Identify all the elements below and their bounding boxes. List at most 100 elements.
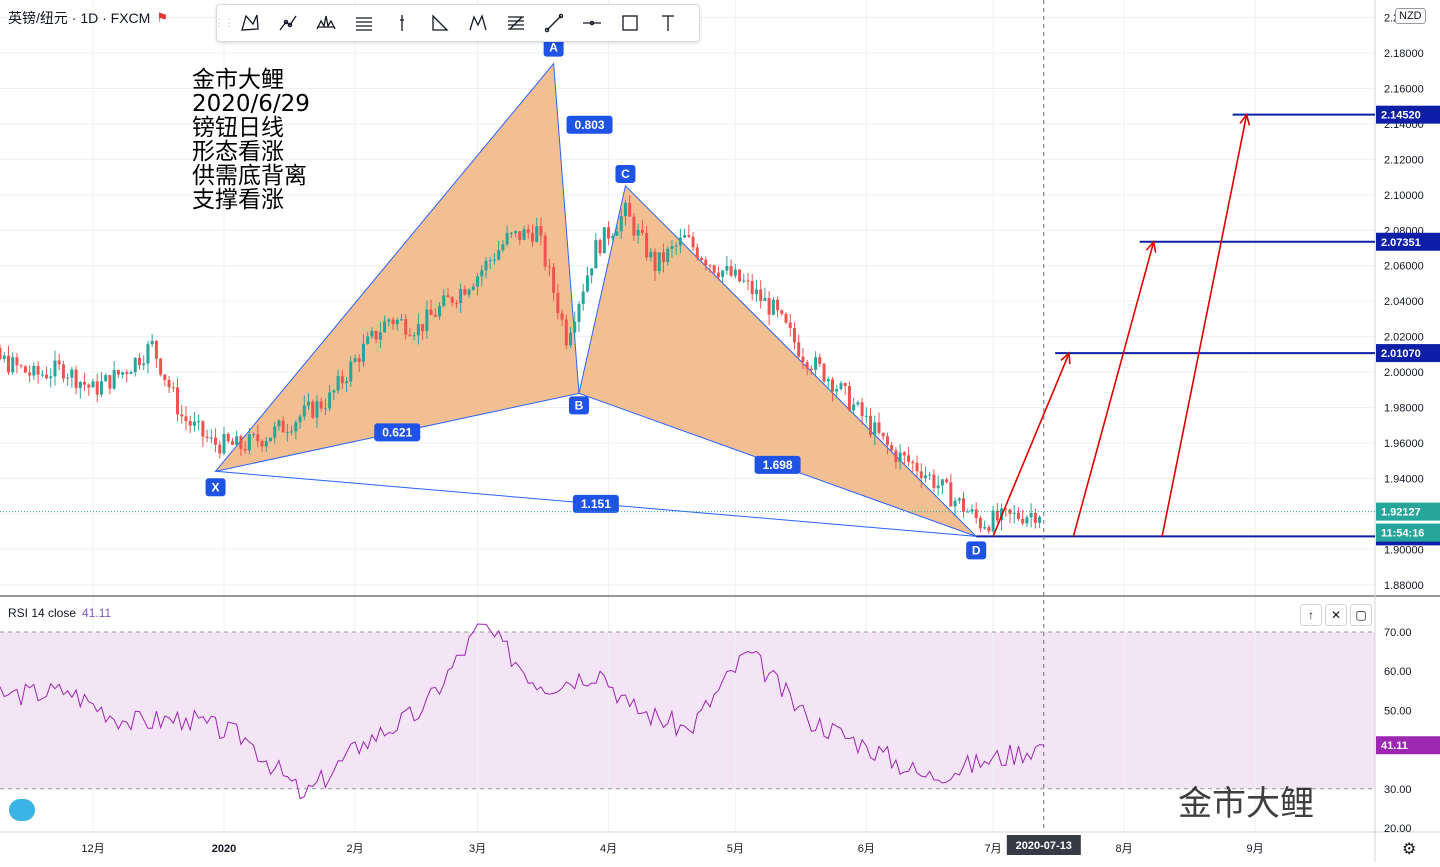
- rectangle-icon[interactable]: [611, 5, 649, 41]
- rsi-tick-label: 20.00: [1384, 823, 1412, 835]
- close-icon[interactable]: ✕: [1325, 604, 1347, 626]
- candle-body: [809, 368, 813, 371]
- move-up-icon[interactable]: ↑: [1300, 604, 1322, 626]
- symbol-title[interactable]: 英镑/纽元 · 1D · FXCM ⚑: [8, 8, 168, 28]
- candle-body: [547, 266, 551, 268]
- candle-body: [607, 227, 611, 239]
- target-arrow: [992, 352, 1070, 537]
- drag-handle-icon[interactable]: ⋮⋮: [214, 17, 234, 29]
- candle-body: [691, 236, 695, 248]
- candle-body: [645, 232, 649, 258]
- note-line: 镑钮日线: [192, 115, 284, 141]
- candle-body: [264, 441, 268, 447]
- pattern-point-label: X: [212, 480, 220, 494]
- elliott-wave-icon[interactable]: [459, 5, 497, 41]
- gear-icon[interactable]: ⚙: [1402, 841, 1417, 858]
- candle-body: [801, 356, 805, 363]
- x-tick-label: 8月: [1116, 843, 1133, 855]
- flag-icon[interactable]: ⚑: [156, 10, 168, 25]
- arrow-head: [1145, 239, 1157, 253]
- candle-body: [399, 319, 403, 321]
- candle-body: [818, 357, 822, 364]
- trend-line-icon[interactable]: [535, 5, 573, 41]
- rsi-title: RSI 14 close: [8, 606, 77, 620]
- candle-body: [214, 437, 218, 445]
- candle-body: [108, 375, 112, 389]
- candle-body: [256, 434, 260, 442]
- candle-body: [476, 276, 480, 287]
- candle-body: [319, 401, 323, 409]
- candle-body: [345, 381, 349, 384]
- candle-body: [471, 286, 475, 290]
- candle-body: [590, 268, 594, 276]
- rsi-tick-label: 60.00: [1384, 666, 1412, 678]
- ratio-label-box: [374, 423, 421, 442]
- y-tick-label: 2.10000: [1384, 190, 1424, 202]
- candle-body: [467, 289, 471, 295]
- three-drives-icon[interactable]: [421, 5, 459, 41]
- candle-body: [919, 471, 923, 479]
- pattern-point-label-box: [543, 38, 564, 57]
- fib-retracement-icon[interactable]: [497, 5, 535, 41]
- candle-body: [277, 420, 281, 427]
- candle-body: [869, 415, 873, 436]
- rsi-line: [0, 623, 1044, 800]
- candle-body: [602, 227, 606, 254]
- candle-body: [805, 362, 809, 369]
- triangle-pattern-icon[interactable]: [383, 5, 421, 41]
- candle-body: [763, 298, 767, 301]
- cypher-pattern-icon[interactable]: [269, 5, 307, 41]
- candle-body: [864, 415, 868, 417]
- candle-body: [387, 319, 391, 322]
- text-icon[interactable]: [649, 5, 687, 41]
- candle-body: [1016, 512, 1020, 519]
- candle-body: [188, 421, 192, 426]
- candle-body: [66, 377, 70, 379]
- candle-body: [885, 436, 889, 446]
- candle-body: [180, 414, 184, 417]
- candle-body: [459, 289, 463, 303]
- xabcd-pattern-icon[interactable]: [231, 5, 269, 41]
- candle-body: [573, 321, 577, 333]
- candle-body: [987, 527, 991, 532]
- candle-body: [826, 379, 830, 382]
- currency-badge[interactable]: NZD: [1395, 8, 1426, 24]
- rsi-legend[interactable]: RSI 14 close 41.11: [8, 606, 111, 620]
- candle-body: [928, 474, 932, 476]
- x-tick-label: 9月: [1247, 843, 1264, 855]
- rsi-band: [0, 632, 1375, 789]
- tradingview-logo-icon[interactable]: [9, 799, 35, 821]
- candle-body: [704, 259, 708, 266]
- candle-body: [142, 363, 146, 366]
- horizontal-line-icon[interactable]: [573, 5, 611, 41]
- candle-body: [831, 379, 835, 392]
- maximize-icon[interactable]: ▢: [1350, 604, 1372, 626]
- candle-body: [133, 358, 137, 373]
- level-tag: 2.07351: [1381, 237, 1421, 249]
- candle-body: [307, 401, 311, 406]
- x-tick-label: 6月: [858, 843, 875, 855]
- annotation-notes[interactable]: 金市大鲤 2020/6/29 镑钮日线 形态看涨 供需底背离 支撑看涨: [192, 68, 310, 212]
- candle-body: [6, 355, 10, 373]
- pattern-point-label: D: [972, 543, 981, 557]
- candle-body: [1004, 508, 1008, 510]
- y-tick-label: 1.94000: [1384, 473, 1424, 485]
- candle-body: [936, 485, 940, 488]
- note-line: 支撑看涨: [192, 187, 284, 213]
- abcd-pattern-icon[interactable]: [345, 5, 383, 41]
- candle-body: [556, 292, 560, 314]
- candle-body: [252, 434, 256, 436]
- head-shoulders-icon[interactable]: [307, 5, 345, 41]
- arrow-head: [1060, 351, 1071, 365]
- rsi-value-tag: 41.11: [1381, 740, 1408, 752]
- level-tag: 2.14520: [1381, 110, 1421, 122]
- candle-body: [454, 302, 458, 304]
- candle-body: [873, 422, 877, 436]
- candle-body: [1012, 512, 1016, 514]
- candle-body: [383, 321, 387, 333]
- candle-body: [159, 358, 163, 375]
- candle-body: [425, 309, 429, 332]
- candle-body: [700, 257, 704, 260]
- rsi-tick-label: 50.00: [1384, 705, 1412, 717]
